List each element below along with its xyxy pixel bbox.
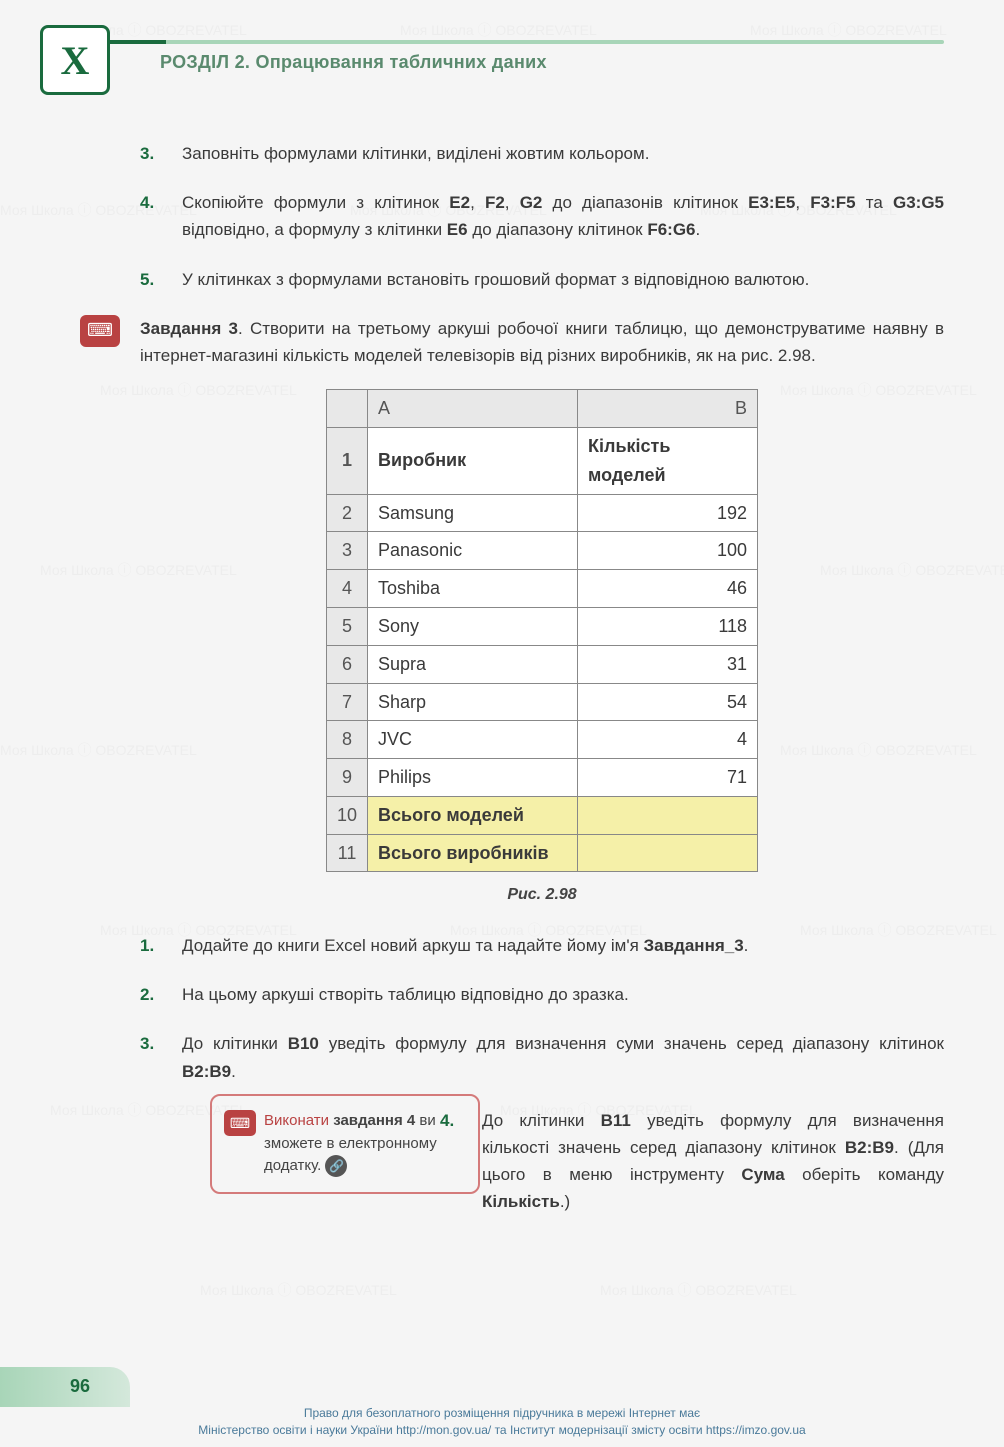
cell-a: Supra [368, 645, 578, 683]
cell-b: 46 [578, 570, 758, 608]
cell-a: Toshiba [368, 570, 578, 608]
keyboard-icon: ⌨ [80, 315, 120, 347]
col-header-b: B [578, 390, 758, 428]
numbered-item: 3. Заповніть формулами клітинки, виділені… [140, 140, 944, 167]
numbered-item: 3. До клітинки B10 уведіть формулу для ви… [140, 1030, 944, 1084]
col-header-a: A [368, 390, 578, 428]
cell-b: 54 [578, 683, 758, 721]
link-icon: 🔗 [325, 1155, 347, 1177]
cell-b: 118 [578, 607, 758, 645]
cell-a: Sony [368, 607, 578, 645]
item-text: Заповніть формулами клітинки, виділені ж… [182, 140, 944, 167]
row-number: 2 [326, 494, 367, 532]
cell-b: 4 [578, 721, 758, 759]
item-text: До клітинки B10 уведіть формулу для визн… [182, 1030, 944, 1084]
numbered-item: 4.До клітинки B11 уведіть формулу для ви… [440, 1107, 944, 1216]
watermark-text: Моя Школа ⓘ OBOZREVATEL [200, 1280, 397, 1300]
numbered-item: 1. Додайте до книги Excel новий аркуш та … [140, 932, 944, 959]
footer: Право для безоплатного розміщення підруч… [0, 1405, 1004, 1439]
chapter-header: X РОЗДІЛ 2. Опрацювання табличних даних [60, 40, 944, 100]
cell-b: 71 [578, 759, 758, 797]
spreadsheet-figure: A B 1 Виробник Кількість моделей 2 Samsun… [326, 389, 758, 872]
row-number: 3 [326, 532, 367, 570]
item-number: 1. [140, 932, 164, 959]
item-text: У клітинках з формулами встановіть грошо… [182, 266, 944, 293]
footer-line1: Право для безоплатного розміщення підруч… [0, 1405, 1004, 1422]
figure-caption: Рис. 2.98 [140, 882, 944, 908]
cell-a: Всього моделей [368, 796, 578, 834]
row-number: 6 [326, 645, 367, 683]
numbered-item: 2. На цьому аркуші створіть таблицю відпо… [140, 981, 944, 1008]
cell-b: Кількість моделей [578, 427, 758, 494]
numbered-item: 4. Скопіюйте формули з клітинок E2, F2, G… [140, 189, 944, 243]
item-number: 3. [140, 140, 164, 167]
footer-line2: Міністерство освіти і науки України http… [0, 1422, 1004, 1439]
item-number: 4. [140, 189, 164, 243]
row-number: 8 [326, 721, 367, 759]
item-text: Скопіюйте формули з клітинок E2, F2, G2 … [182, 189, 944, 243]
chapter-title: РОЗДІЛ 2. Опрацювання табличних даних [160, 52, 547, 73]
logo-letter: X [61, 37, 90, 84]
cell-a: Всього виробників [368, 834, 578, 872]
cell-b: 31 [578, 645, 758, 683]
cell-b: 192 [578, 494, 758, 532]
sidebar-callout: ⌨ Виконати завдання 4 ви зможете в елект… [210, 1094, 480, 1194]
cell-a: Panasonic [368, 532, 578, 570]
row-number: 4 [326, 570, 367, 608]
sidebar-exec-label: Виконати [264, 1112, 329, 1129]
item-number: 5. [140, 266, 164, 293]
task-text: Завдання 3. Створити на третьому аркуші … [140, 315, 944, 369]
logo-badge: X [40, 25, 110, 95]
task-block: ⌨ Завдання 3. Створити на третьому аркуш… [140, 315, 944, 369]
item-number: 2. [140, 981, 164, 1008]
cell-a: Samsung [368, 494, 578, 532]
cell-b: 100 [578, 532, 758, 570]
cell-b [578, 796, 758, 834]
spreadsheet-corner [326, 390, 367, 428]
page-number: 96 [70, 1376, 90, 1397]
cell-a: JVC [368, 721, 578, 759]
cell-a: Виробник [368, 427, 578, 494]
item-text: На цьому аркуші створіть таблицю відпові… [182, 981, 944, 1008]
task-label: Завдання 3 [140, 319, 238, 338]
cell-a: Philips [368, 759, 578, 797]
cell-a: Sharp [368, 683, 578, 721]
sidebar-task-ref: завдання 4 [333, 1112, 415, 1129]
row-number: 9 [326, 759, 367, 797]
item-text: Додайте до книги Excel новий аркуш та на… [182, 932, 944, 959]
task-body: . Створити на третьому аркуші робочої кн… [140, 319, 944, 365]
page-number-bar [0, 1367, 130, 1407]
cell-b [578, 834, 758, 872]
item-number: 3. [140, 1030, 164, 1084]
item-text: До клітинки B11 уведіть формулу для визн… [482, 1107, 944, 1216]
row-number: 1 [326, 427, 367, 494]
keyboard-icon: ⌨ [224, 1110, 256, 1136]
row-number: 11 [326, 834, 367, 872]
row-number: 10 [326, 796, 367, 834]
row-number: 7 [326, 683, 367, 721]
row-number: 5 [326, 607, 367, 645]
watermark-text: Моя Школа ⓘ OBOZREVATEL [600, 1280, 797, 1300]
numbered-item: 5. У клітинках з формулами встановіть гро… [140, 266, 944, 293]
